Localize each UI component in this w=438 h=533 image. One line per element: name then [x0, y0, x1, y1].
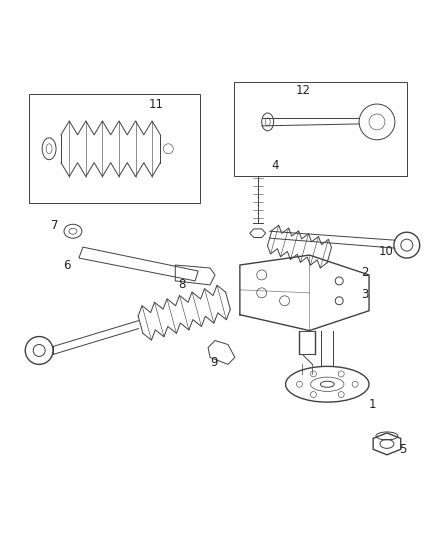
- Text: 11: 11: [148, 98, 163, 110]
- Text: 7: 7: [51, 219, 59, 232]
- Text: 4: 4: [272, 159, 279, 172]
- Bar: [234, 82, 407, 175]
- Text: 1: 1: [369, 398, 377, 410]
- Text: 10: 10: [379, 245, 394, 257]
- Text: 3: 3: [361, 288, 368, 301]
- Text: 12: 12: [296, 84, 311, 96]
- Bar: [29, 94, 200, 204]
- Text: 6: 6: [63, 259, 71, 271]
- Text: 9: 9: [210, 356, 218, 369]
- Text: 2: 2: [361, 266, 369, 279]
- Text: 8: 8: [178, 278, 186, 292]
- Text: 5: 5: [399, 443, 406, 456]
